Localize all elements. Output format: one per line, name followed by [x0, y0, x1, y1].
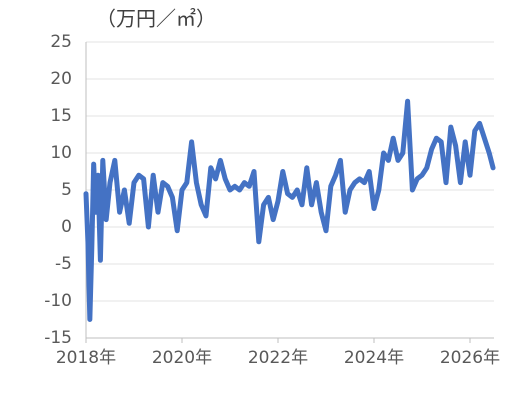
y-tick-label: 15 [50, 106, 72, 126]
x-tick-label: 2024年 [344, 348, 404, 368]
y-tick-label: -10 [44, 291, 72, 311]
x-tick-label: 2018年 [56, 348, 116, 368]
y-tick-label: 20 [50, 69, 72, 89]
x-tick-label: 2026年 [440, 348, 500, 368]
y-tick-label: 5 [61, 180, 72, 200]
y-tick-label: -15 [44, 328, 72, 348]
x-tick-label: 2020年 [152, 348, 212, 368]
y-tick-label: -5 [55, 254, 72, 274]
y-tick-label: 10 [50, 143, 72, 163]
y-tick-label: 0 [61, 217, 72, 237]
line-series [83, 98, 496, 322]
y-tick-label: 25 [50, 32, 72, 52]
y-axis-label: （万円／㎡） [96, 7, 216, 31]
x-tick-label: 2022年 [248, 348, 308, 368]
